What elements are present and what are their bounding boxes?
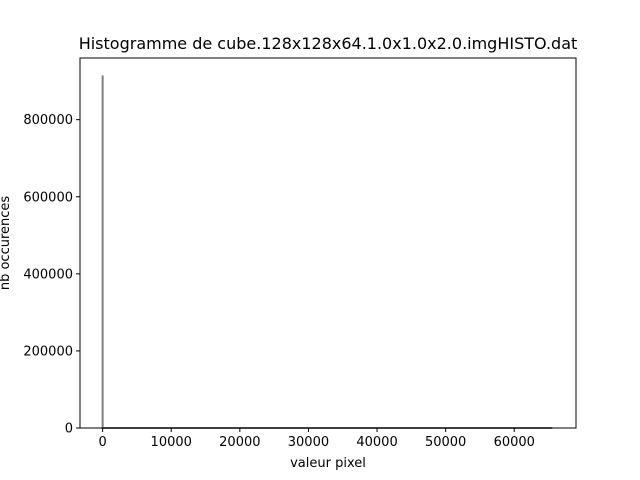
- x-tick-label: 30000: [288, 435, 329, 450]
- y-tick-label: 600000: [23, 190, 73, 205]
- axes-frame: [79, 57, 577, 429]
- series-line-0: [101, 75, 553, 429]
- y-tick-label: 200000: [23, 344, 73, 359]
- series-layer: [101, 75, 553, 429]
- x-axis-ticks: 0 10000 20000 30000 40000 50000 60000: [98, 428, 535, 450]
- x-tick-label: 0: [98, 435, 106, 450]
- y-tick-label: 800000: [23, 113, 73, 128]
- y-axis-ticks: 0 200000 400000 600000 800000: [23, 113, 80, 437]
- y-axis-label: nb occurences: [0, 196, 13, 291]
- x-tick-label: 20000: [219, 435, 260, 450]
- x-axis-label: valeur pixel: [290, 456, 366, 471]
- y-tick-label: 400000: [23, 267, 73, 282]
- x-tick-label: 50000: [425, 435, 466, 450]
- x-tick-label: 60000: [494, 435, 535, 450]
- y-tick-label: 0: [65, 422, 73, 437]
- x-tick-label: 10000: [151, 435, 192, 450]
- x-tick-label: 40000: [356, 435, 397, 450]
- chart-title: Histogramme de cube.128x128x64.1.0x1.0x2…: [79, 34, 578, 53]
